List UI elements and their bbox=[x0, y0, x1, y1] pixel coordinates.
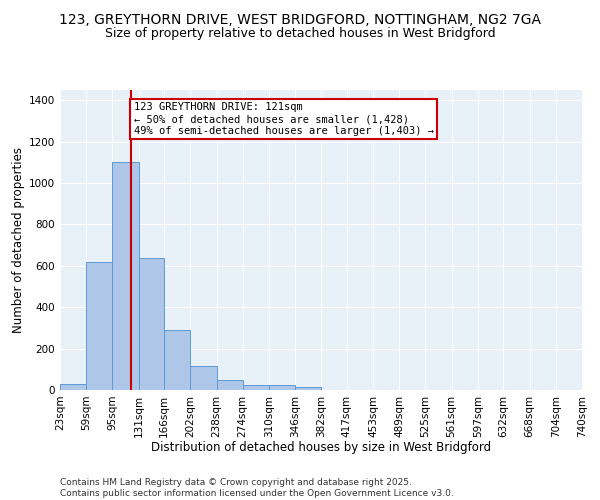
Bar bbox=[269, 385, 295, 390]
Text: 123, GREYTHORN DRIVE, WEST BRIDGFORD, NOTTINGHAM, NG2 7GA: 123, GREYTHORN DRIVE, WEST BRIDGFORD, NO… bbox=[59, 12, 541, 26]
Bar bbox=[60, 384, 86, 390]
Bar bbox=[139, 258, 164, 390]
Bar bbox=[112, 162, 139, 390]
Bar bbox=[217, 380, 243, 390]
Text: 123 GREYTHORN DRIVE: 121sqm
← 50% of detached houses are smaller (1,428)
49% of : 123 GREYTHORN DRIVE: 121sqm ← 50% of det… bbox=[134, 102, 434, 136]
Bar bbox=[164, 330, 190, 390]
Y-axis label: Number of detached properties: Number of detached properties bbox=[12, 147, 25, 333]
Bar bbox=[295, 387, 322, 390]
Bar bbox=[86, 262, 112, 390]
Bar bbox=[190, 366, 217, 390]
Text: Size of property relative to detached houses in West Bridgford: Size of property relative to detached ho… bbox=[104, 28, 496, 40]
Text: Contains HM Land Registry data © Crown copyright and database right 2025.
Contai: Contains HM Land Registry data © Crown c… bbox=[60, 478, 454, 498]
X-axis label: Distribution of detached houses by size in West Bridgford: Distribution of detached houses by size … bbox=[151, 441, 491, 454]
Bar bbox=[243, 385, 269, 390]
